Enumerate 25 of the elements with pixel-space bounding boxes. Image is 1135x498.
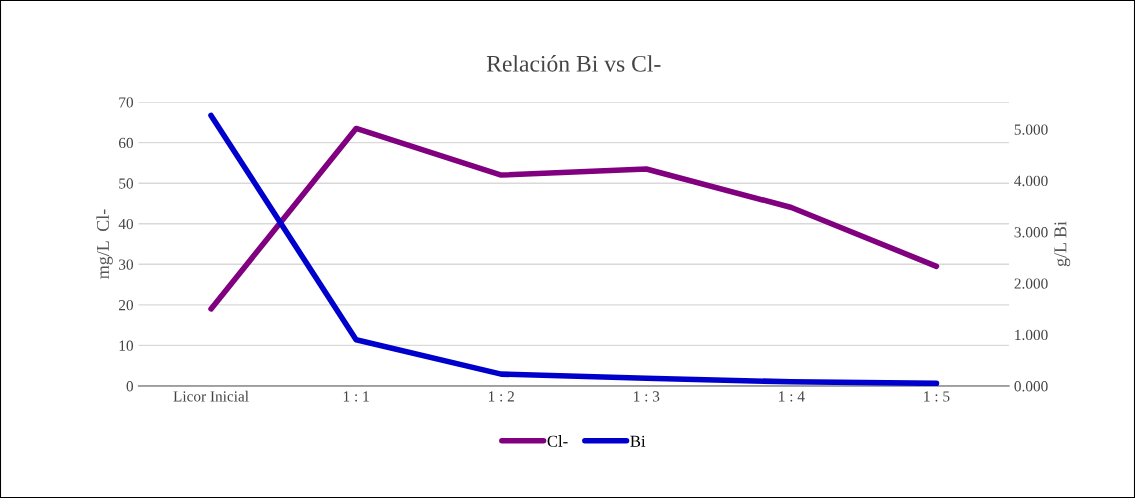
x-tick-label: 1 : 4 — [779, 391, 805, 402]
y2-tick-label: 0.000 — [1014, 381, 1048, 392]
y2-tick-label: 1.000 — [1015, 329, 1048, 341]
y-tick-label: 50 — [119, 178, 134, 189]
y-tick-label: 30 — [119, 259, 134, 270]
legend-label: Cl- — [547, 435, 568, 447]
y2-tick-label: 4.000 — [1014, 175, 1048, 187]
x-tick-label: 1 : 1 — [343, 391, 369, 402]
y2-tick-label: 5.000 — [1014, 124, 1048, 135]
y2-axis-title: g/L Bi — [1054, 221, 1071, 267]
y-tick-label: 40 — [118, 218, 134, 230]
y-tick-label: 60 — [118, 137, 134, 149]
legend-label: Bi — [630, 435, 646, 447]
x-tick-label: 1 : 2 — [488, 391, 514, 402]
chart-title: Relación Bi vs Cl- — [486, 55, 661, 72]
y-tick-label: 10 — [119, 340, 134, 351]
y2-tick-label: 2.000 — [1014, 278, 1048, 289]
y-tick-label: 70 — [119, 97, 134, 108]
x-tick-label: Licor Inicial — [173, 390, 249, 402]
y2-tick-label: 3.000 — [1014, 227, 1048, 238]
x-tick-label: 1 : 3 — [634, 391, 660, 402]
y-axis-title: mg/L Cl- — [96, 209, 113, 279]
y-tick-label: 20 — [119, 299, 134, 311]
x-tick-label: 1 : 5 — [924, 391, 950, 402]
y-tick-label: 0 — [126, 381, 134, 392]
